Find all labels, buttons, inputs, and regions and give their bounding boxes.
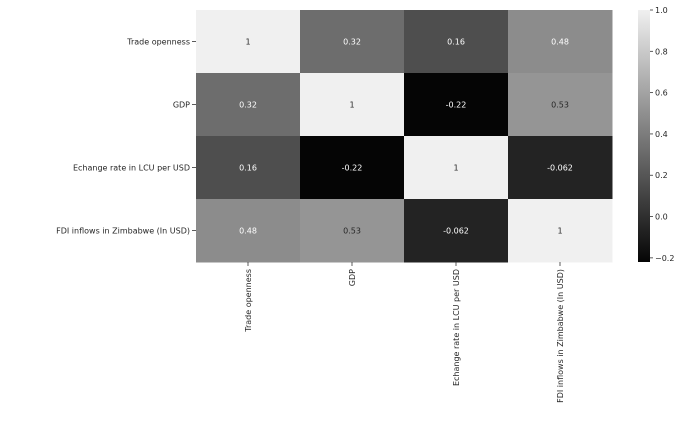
- heatmap-cell: [300, 73, 405, 137]
- cell-value-label: 1: [245, 38, 250, 47]
- colorbar-tick-label: 1.0: [655, 6, 668, 15]
- cell-value-label: 0.48: [551, 38, 569, 47]
- column-label: Trade openness: [244, 269, 253, 333]
- heatmap-cell: [300, 199, 405, 263]
- cell-value-label: -0.22: [446, 101, 467, 110]
- cell-value-label: 0.32: [239, 101, 257, 110]
- cell-value-label: -0.062: [547, 164, 573, 173]
- heatmap-cell: [508, 136, 613, 200]
- cell-value-label: 0.16: [447, 38, 465, 47]
- colorbar-tick-label: 0.0: [655, 213, 668, 222]
- cell-value-label: -0.22: [342, 164, 363, 173]
- cell-value-label: 0.53: [551, 101, 569, 110]
- colorbar-tick-label: −0.2: [655, 254, 674, 263]
- row-label: GDP: [173, 101, 190, 110]
- row-label: Echange rate in LCU per USD: [73, 164, 190, 173]
- heatmap-cell: [196, 10, 301, 74]
- colorbar-tick-label: 0.8: [655, 47, 668, 56]
- heatmap-cell: [196, 136, 301, 200]
- heatmap-cell: [404, 199, 509, 263]
- heatmap-cell: [404, 73, 509, 137]
- colorbar-tick-label: 0.4: [655, 130, 668, 139]
- cell-value-label: 0.32: [343, 38, 361, 47]
- colorbar-tick-label: 0.6: [655, 89, 668, 98]
- heatmap-cell: [196, 199, 301, 263]
- colorbar-gradient: [638, 10, 650, 262]
- heatmap-cell: [508, 73, 613, 137]
- cell-value-label: 0.16: [239, 164, 257, 173]
- column-label: GDP: [348, 269, 357, 286]
- cell-value-label: 0.53: [343, 227, 361, 236]
- heatmap-cell: [404, 10, 509, 74]
- heatmap-cell: [404, 136, 509, 200]
- heatmap-cell: [300, 136, 405, 200]
- column-labels: Trade openness GDP Echange rate in LCU per…: [244, 262, 565, 403]
- row-label: FDI inflows in Zimbabwe (In USD): [56, 227, 190, 236]
- row-labels: Trade openness GDP Echange rate in LCU per…: [56, 38, 196, 236]
- heatmap-cell: [508, 199, 613, 263]
- cell-value-label: 1: [349, 101, 354, 110]
- row-label: Trade openness: [126, 38, 190, 47]
- cell-value-label: 1: [557, 227, 562, 236]
- cell-value-label: 1: [453, 164, 458, 173]
- column-label: FDI inflows in Zimbabwe (In USD): [556, 269, 565, 403]
- heatmap-cells: 1 0.32 0.16 0.48 0.32 1 -0.22 0.53 0.16 -0.22 1 -0.…: [196, 10, 613, 263]
- heatmap-cell: [300, 10, 405, 74]
- heatmap-cell: [508, 10, 613, 74]
- cell-value-label: 0.48: [239, 227, 257, 236]
- colorbar-tick-label: 0.2: [655, 171, 668, 180]
- heatmap-cell: [196, 73, 301, 137]
- column-label: Echange rate in LCU per USD: [452, 269, 461, 386]
- colorbar: 1.0 0.8 0.6 0.4 0.2 0.0 −0.2: [638, 6, 674, 263]
- cell-value-label: -0.062: [443, 227, 469, 236]
